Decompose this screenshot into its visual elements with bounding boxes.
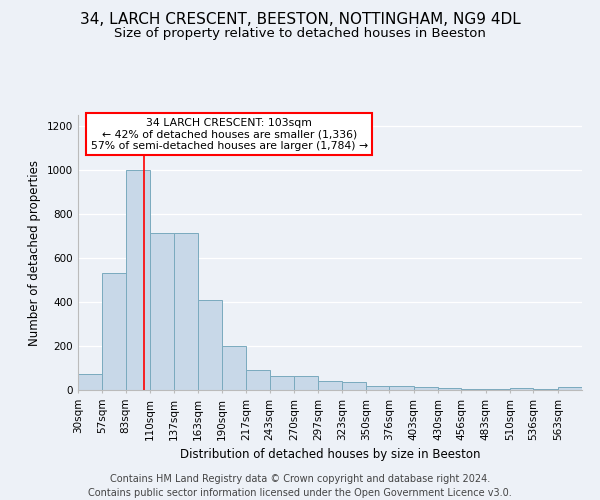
Text: Contains HM Land Registry data © Crown copyright and database right 2024.
Contai: Contains HM Land Registry data © Crown c… [88, 474, 512, 498]
Text: 34, LARCH CRESCENT, BEESTON, NOTTINGHAM, NG9 4DL: 34, LARCH CRESCENT, BEESTON, NOTTINGHAM,… [80, 12, 520, 28]
Bar [533, 389, 558, 390]
X-axis label: Distribution of detached houses by size in Beeston: Distribution of detached houses by size … [180, 448, 480, 461]
Text: Size of property relative to detached houses in Beeston: Size of property relative to detached ho… [114, 28, 486, 40]
Bar [270, 376, 294, 390]
Bar [438, 388, 461, 390]
Bar [103, 274, 126, 390]
Bar [414, 386, 438, 390]
Bar [222, 346, 247, 390]
Bar [247, 370, 270, 390]
Bar [461, 389, 486, 390]
Bar [294, 376, 319, 390]
Bar [486, 389, 510, 390]
Bar [198, 300, 222, 390]
Bar [126, 170, 150, 390]
Bar [558, 386, 582, 390]
Bar [78, 374, 102, 390]
Bar [150, 232, 175, 390]
Bar [366, 386, 389, 390]
Bar [389, 386, 414, 390]
Bar [319, 381, 342, 390]
Bar [342, 382, 366, 390]
Text: 34 LARCH CRESCENT: 103sqm
← 42% of detached houses are smaller (1,336)
57% of se: 34 LARCH CRESCENT: 103sqm ← 42% of detac… [91, 118, 368, 151]
Bar [175, 232, 198, 390]
Y-axis label: Number of detached properties: Number of detached properties [28, 160, 41, 346]
Bar [510, 388, 533, 390]
